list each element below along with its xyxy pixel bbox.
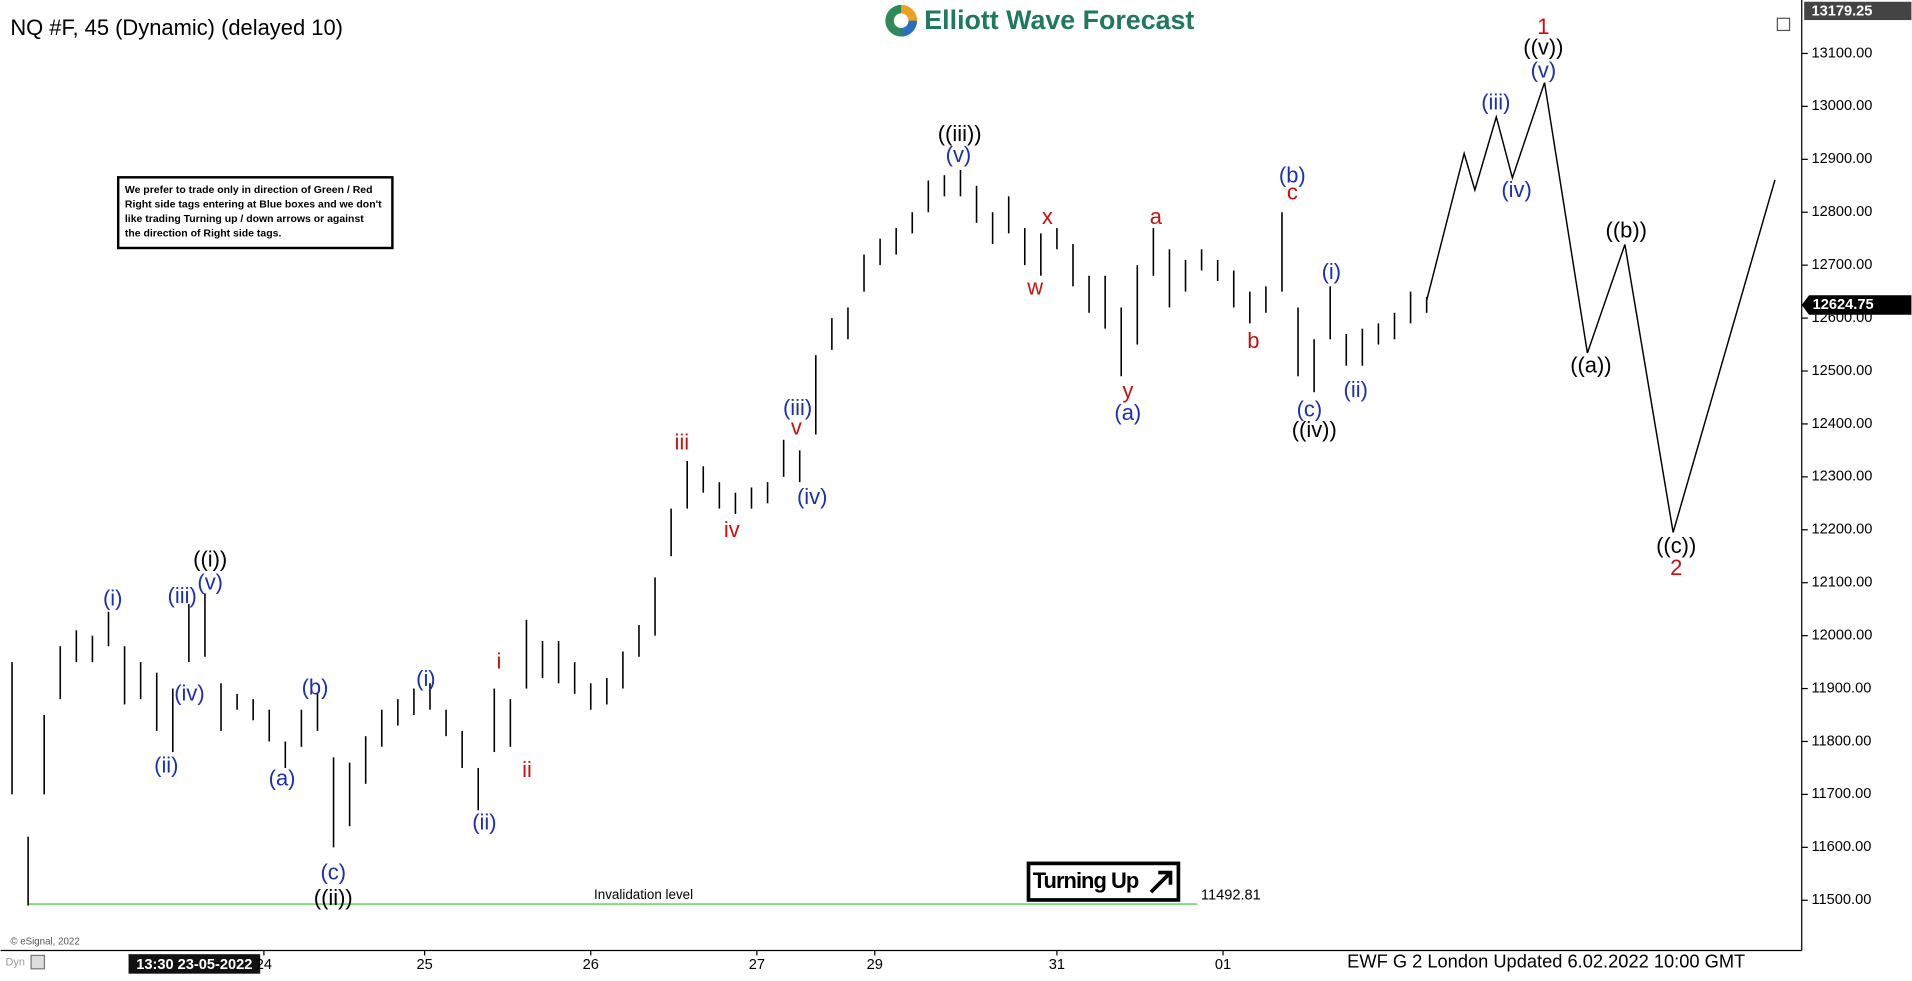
wave-label: iii — [674, 429, 689, 454]
wave-label: (ii) — [1344, 377, 1368, 402]
chart-title: NQ #F, 45 (Dynamic) (delayed 10) — [10, 15, 343, 40]
wave-label: (b) — [1279, 162, 1306, 187]
signal-frame — [1026, 861, 1181, 902]
wave-label: (ii) — [154, 752, 178, 777]
dyn-text: Dyn — [5, 957, 24, 969]
y-tick-label: 13000.00 — [1811, 98, 1872, 114]
wave-label: ((v)) — [1523, 35, 1563, 60]
high-marker-bg — [1804, 1, 1912, 21]
y-tick-label: 12500.00 — [1811, 363, 1872, 379]
wave-label: (i) — [1322, 259, 1341, 284]
wave-label: c — [1287, 180, 1298, 205]
high-marker-label: 13179.25 — [1811, 3, 1872, 19]
logo-bg — [880, 2, 1205, 42]
wave-label: v — [791, 415, 802, 440]
wave-label: ((iv)) — [1292, 417, 1337, 442]
wave-label: ((a)) — [1570, 353, 1611, 378]
signal-box: Turning Up — [1026, 861, 1181, 902]
x-tick-label: 26 — [583, 957, 599, 973]
wave-label: (v) — [1531, 58, 1557, 83]
wave-label: (iv) — [797, 484, 827, 509]
x-tick-label: 27 — [749, 957, 765, 973]
signal-text: Turning Up — [1033, 868, 1139, 893]
wave-label: a — [1150, 204, 1163, 229]
x-tick-label: 29 — [867, 957, 883, 973]
y-tick-label: 12400.00 — [1811, 416, 1872, 432]
wave-label: iv — [724, 517, 740, 542]
footer: EWF G 2 London Updated 6.02.2022 10:00 G… — [1347, 951, 1745, 972]
wave-label: ((i)) — [193, 546, 227, 571]
wave-label: ((ii)) — [314, 885, 353, 910]
wave-label: ((b)) — [1606, 217, 1647, 242]
y-tick-label: 12300.00 — [1811, 469, 1872, 485]
y-tick-label: 12700.00 — [1811, 257, 1872, 273]
wave-label: 2 — [1670, 555, 1682, 580]
invalidation-value: 11492.81 — [1201, 887, 1261, 903]
x-tick-label: 01 — [1215, 957, 1231, 973]
wave-label: (v) — [197, 570, 223, 595]
wave-label: (c) — [1297, 396, 1323, 421]
wave-label: y — [1122, 378, 1133, 403]
note-frame — [116, 176, 394, 250]
wave-label: (c) — [320, 860, 346, 885]
wave-label: (iii) — [168, 583, 197, 608]
wave-label: (b) — [302, 674, 329, 699]
copyright: © eSignal, 2022 — [10, 937, 79, 948]
note-line: Right side tags entering at Blue boxes a… — [125, 199, 382, 210]
logo-icon-center — [893, 13, 909, 29]
logo: Elliott Wave Forecast — [880, 2, 1205, 42]
projection-line — [1425, 82, 1776, 533]
y-tick-label: 12900.00 — [1811, 151, 1872, 167]
y-tick-label: 12800.00 — [1811, 204, 1872, 220]
y-tick-label: 12100.00 — [1811, 575, 1872, 591]
dyn-icon: Dyn — [5, 954, 46, 970]
wave-label: i — [497, 649, 502, 674]
cursor-time: 13:30 23-05-2022 — [136, 957, 252, 973]
y-tick-label: 11700.00 — [1811, 786, 1871, 802]
window-icon — [1776, 17, 1791, 32]
wave-label: (iii) — [1481, 89, 1510, 114]
note-line: We prefer to trade only in direction of … — [125, 185, 373, 196]
wave-label: (i) — [416, 666, 435, 691]
wave-label: 1 — [1537, 14, 1549, 39]
dyn-box — [30, 954, 46, 970]
wave-label: ((c)) — [1656, 533, 1696, 558]
wave-label: (ii) — [472, 810, 496, 835]
wave-label: b — [1247, 328, 1259, 353]
y-tick-label: 11800.00 — [1811, 733, 1871, 749]
wave-label: x — [1042, 204, 1053, 229]
x-tick-label: 25 — [417, 957, 433, 973]
y-tick-label: 11900.00 — [1811, 680, 1871, 696]
note-line: the direction of Right side tags. — [125, 229, 282, 240]
wave-label: (a) — [1114, 400, 1141, 425]
signal-arrow — [1149, 870, 1173, 894]
wave-label: (v) — [946, 142, 972, 167]
wave-label: (iv) — [174, 680, 204, 705]
note-line: like trading Turning up / down arrows or… — [125, 214, 364, 225]
x-tick-label: 24 — [256, 957, 272, 973]
wave-label: (iii) — [783, 395, 812, 420]
last-price-bg — [1801, 295, 1912, 315]
logo-text: Elliott Wave Forecast — [924, 5, 1194, 35]
note-box: We prefer to trade only in direction of … — [116, 176, 394, 250]
wave-label: (i) — [103, 585, 122, 610]
invalidation-label: Invalidation level — [594, 887, 693, 902]
wave-label: ((iii)) — [938, 121, 982, 146]
wave-label: (iv) — [1501, 177, 1531, 202]
wave-label: (a) — [269, 766, 296, 791]
y-tick-label: 11500.00 — [1811, 892, 1871, 908]
cursor-time-bg — [128, 954, 261, 974]
wave-label: ii — [522, 757, 532, 782]
y-tick-label: 12200.00 — [1811, 522, 1872, 538]
last-price-label: 12624.75 — [1813, 297, 1874, 313]
y-tick-label: 11600.00 — [1811, 839, 1871, 855]
y-tick-label: 12000.00 — [1811, 627, 1872, 643]
y-tick-label: 13100.00 — [1811, 45, 1872, 61]
wave-label: w — [1026, 275, 1043, 300]
x-tick-label: 31 — [1049, 957, 1065, 973]
